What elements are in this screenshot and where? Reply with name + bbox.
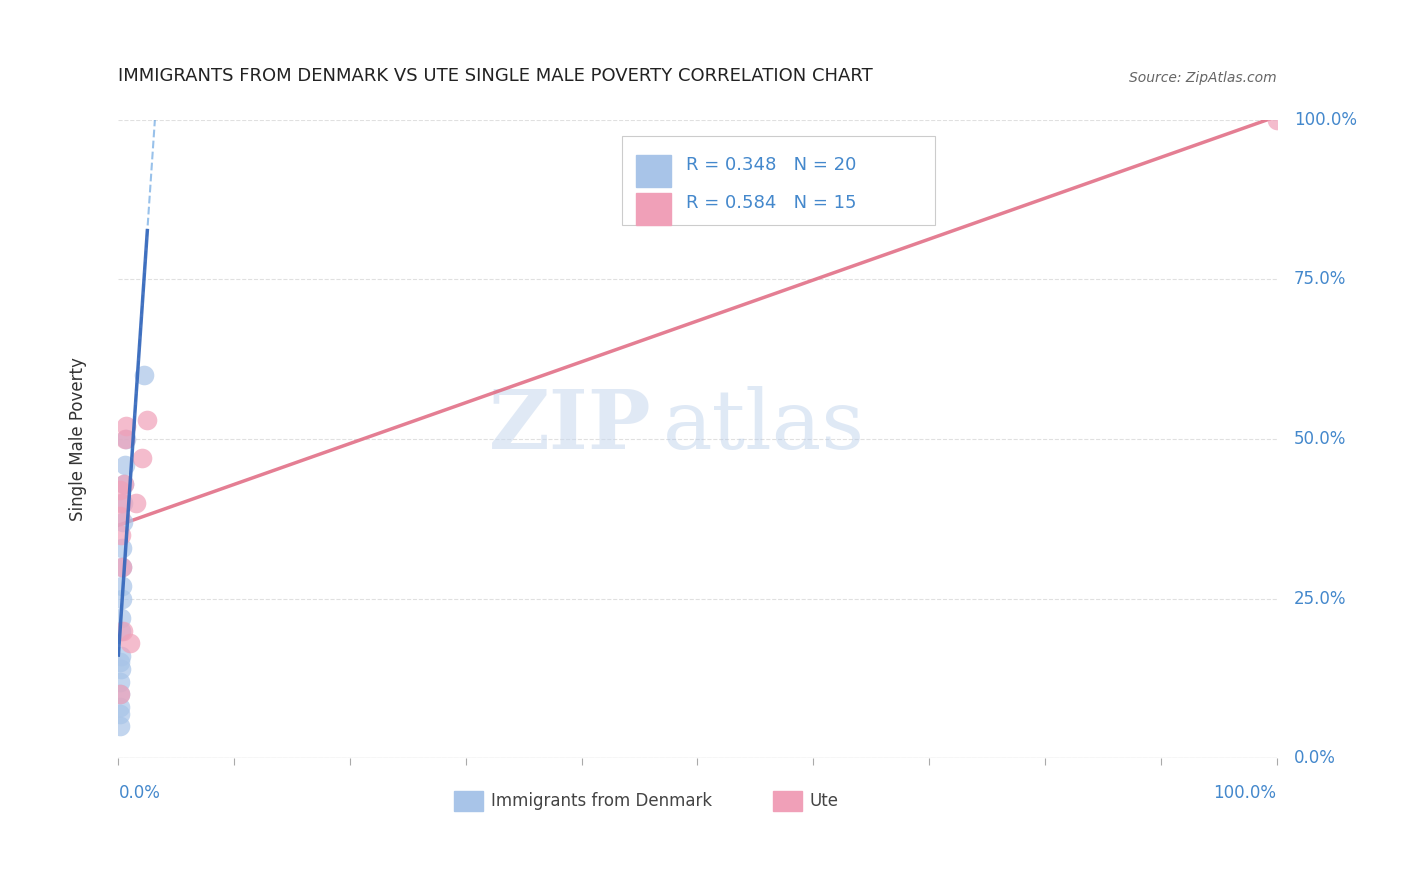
Point [112,476,135,491]
Text: 100.0%: 100.0% [1213,784,1277,802]
Point [110,528,132,542]
FancyBboxPatch shape [773,791,801,811]
Point [114,432,136,446]
Point [110,624,132,638]
Point [115,419,138,434]
Text: 75.0%: 75.0% [1294,270,1347,288]
Point [108,719,131,733]
Point [111,496,134,510]
Text: 0.0%: 0.0% [1294,749,1336,767]
Text: R = 0.348   N = 20: R = 0.348 N = 20 [686,155,856,174]
Point [108,674,131,689]
Text: Source: ZipAtlas.com: Source: ZipAtlas.com [1129,70,1277,85]
Point [115,432,138,446]
Point [131,451,153,466]
Point [108,483,131,497]
Point [111,541,134,555]
Point [108,687,131,701]
Text: ZIP: ZIP [488,386,651,467]
Point [111,624,134,638]
FancyBboxPatch shape [623,136,935,225]
Point [136,413,159,427]
Point [110,496,132,510]
Text: IMMIGRANTS FROM DENMARK VS UTE SINGLE MALE POVERTY CORRELATION CHART: IMMIGRANTS FROM DENMARK VS UTE SINGLE MA… [118,67,873,85]
Point [125,496,148,510]
Point [111,579,134,593]
Point [110,611,132,625]
Point [132,368,155,383]
Text: 50.0%: 50.0% [1294,430,1347,448]
FancyBboxPatch shape [636,155,671,186]
Text: Immigrants from Denmark: Immigrants from Denmark [491,792,713,810]
Point [114,458,136,472]
Point [108,656,131,670]
Point [108,700,131,714]
Text: Ute: Ute [810,792,839,810]
Text: R = 0.584   N = 15: R = 0.584 N = 15 [686,194,856,211]
Point [111,515,134,529]
Point [108,706,131,721]
Point [111,591,134,606]
Point [110,649,132,664]
Point [108,687,131,701]
Point [111,559,134,574]
FancyBboxPatch shape [454,791,484,811]
Text: 25.0%: 25.0% [1294,590,1347,607]
Text: Single Male Poverty: Single Male Poverty [69,357,87,521]
Text: 100.0%: 100.0% [1294,111,1357,128]
Text: 0.0%: 0.0% [118,784,160,802]
Point [111,559,134,574]
Point [1265,112,1288,127]
Point [110,662,132,676]
Point [112,476,135,491]
Text: atlas: atlas [662,386,865,467]
FancyBboxPatch shape [636,194,671,225]
Point [108,508,131,523]
Point [118,636,141,650]
